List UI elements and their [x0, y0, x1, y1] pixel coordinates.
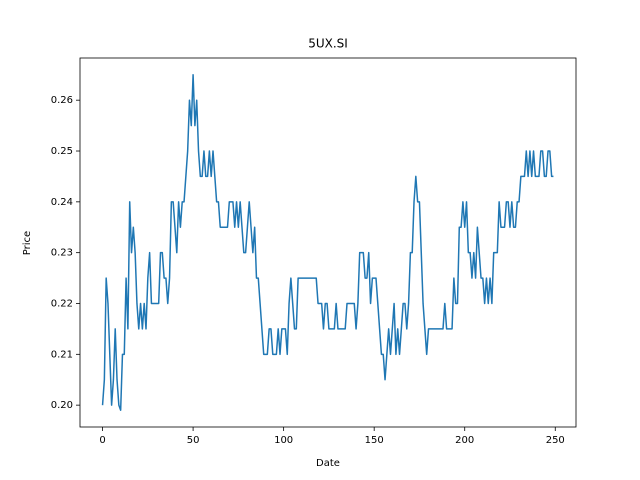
x-axis-label: Date — [316, 458, 340, 469]
y-tick-label: 0.26 — [51, 95, 73, 106]
y-tick-label: 0.24 — [51, 197, 73, 208]
y-tick-label: 0.22 — [51, 298, 73, 309]
y-tick-label: 0.21 — [51, 349, 73, 360]
x-tick-label: 200 — [455, 435, 474, 446]
x-tick-label: 50 — [187, 435, 200, 446]
line-series — [101, 74, 554, 411]
x-tick-label: 0 — [99, 435, 105, 446]
plot-frame — [79, 57, 577, 428]
x-tick-label: 100 — [274, 435, 293, 446]
x-tick-label: 250 — [546, 435, 565, 446]
y-axis-label: Price — [22, 231, 33, 255]
y-tick-label: 0.25 — [51, 146, 73, 157]
y-tick-label: 0.20 — [51, 400, 73, 411]
y-tick-label: 0.23 — [51, 248, 73, 259]
x-tick-label: 150 — [365, 435, 384, 446]
chart-title: 5UX.SI — [308, 37, 348, 51]
